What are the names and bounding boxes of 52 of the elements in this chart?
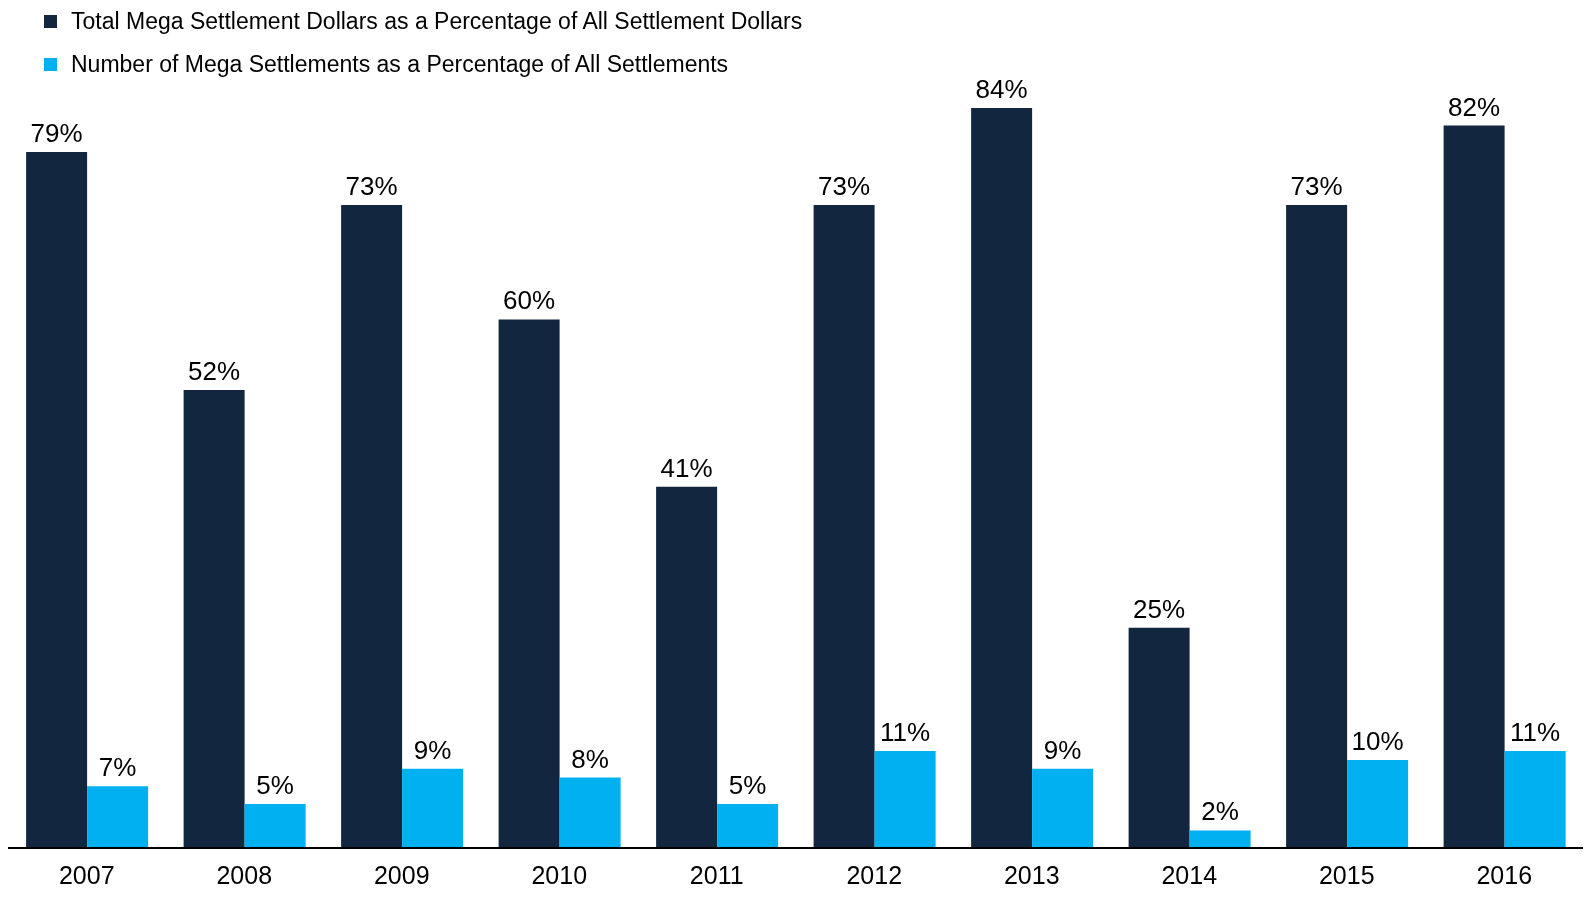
x-tick-label: 2010 — [531, 860, 588, 889]
data-label: 60% — [503, 285, 556, 316]
bar — [402, 768, 464, 848]
data-label: 9% — [1043, 734, 1082, 765]
x-tick-label: 2012 — [846, 860, 903, 889]
data-label: 82% — [1448, 91, 1501, 122]
bar — [1032, 768, 1094, 848]
bar — [1286, 204, 1348, 848]
bar — [559, 777, 621, 848]
bar — [244, 803, 306, 848]
bar — [717, 803, 779, 848]
bar — [813, 204, 875, 848]
bar — [87, 786, 149, 848]
data-label: 9% — [413, 734, 452, 765]
x-tick-label: 2008 — [216, 860, 273, 889]
data-label: 11% — [880, 717, 931, 748]
x-tick-label: 2013 — [1003, 860, 1060, 889]
bar — [874, 751, 936, 848]
bar — [1443, 125, 1505, 848]
x-tick-label: 2011 — [689, 860, 744, 889]
data-label: 73% — [345, 170, 398, 201]
data-label: 2% — [1201, 796, 1239, 827]
data-label: 11% — [1510, 717, 1561, 748]
bar — [341, 204, 403, 848]
x-tick-label: 2007 — [58, 860, 115, 889]
legend-label: Number of Mega Settlements as a Percentage of All Settlements — [71, 51, 729, 78]
data-label: 10% — [1351, 725, 1404, 756]
bar — [498, 319, 560, 848]
data-label: 84% — [975, 74, 1028, 104]
data-label: 73% — [1290, 170, 1343, 201]
data-label: 25% — [1133, 593, 1186, 624]
bar — [1504, 751, 1566, 848]
data-label: 52% — [188, 355, 241, 386]
bar — [656, 486, 718, 848]
bar — [1128, 627, 1190, 848]
x-tick-label: 2014 — [1161, 860, 1218, 889]
data-label: 8% — [571, 743, 609, 774]
bar — [183, 389, 245, 848]
bar — [1189, 830, 1251, 848]
data-label: 5% — [256, 769, 294, 800]
data-label: 41% — [660, 452, 713, 483]
x-tick-label: 2016 — [1476, 860, 1533, 889]
data-label: 79% — [30, 118, 83, 149]
bar — [971, 108, 1033, 848]
bar — [1347, 759, 1409, 848]
x-tick-label: 2009 — [373, 860, 430, 889]
data-label: 73% — [818, 170, 871, 201]
data-label: 5% — [728, 769, 767, 800]
x-tick-label: 2015 — [1318, 860, 1375, 889]
legend-label: Total Mega Settlement Dollars as a Percentage of All Settlement Dollars — [71, 8, 803, 35]
data-label: 7% — [98, 752, 137, 783]
bar — [26, 152, 88, 848]
